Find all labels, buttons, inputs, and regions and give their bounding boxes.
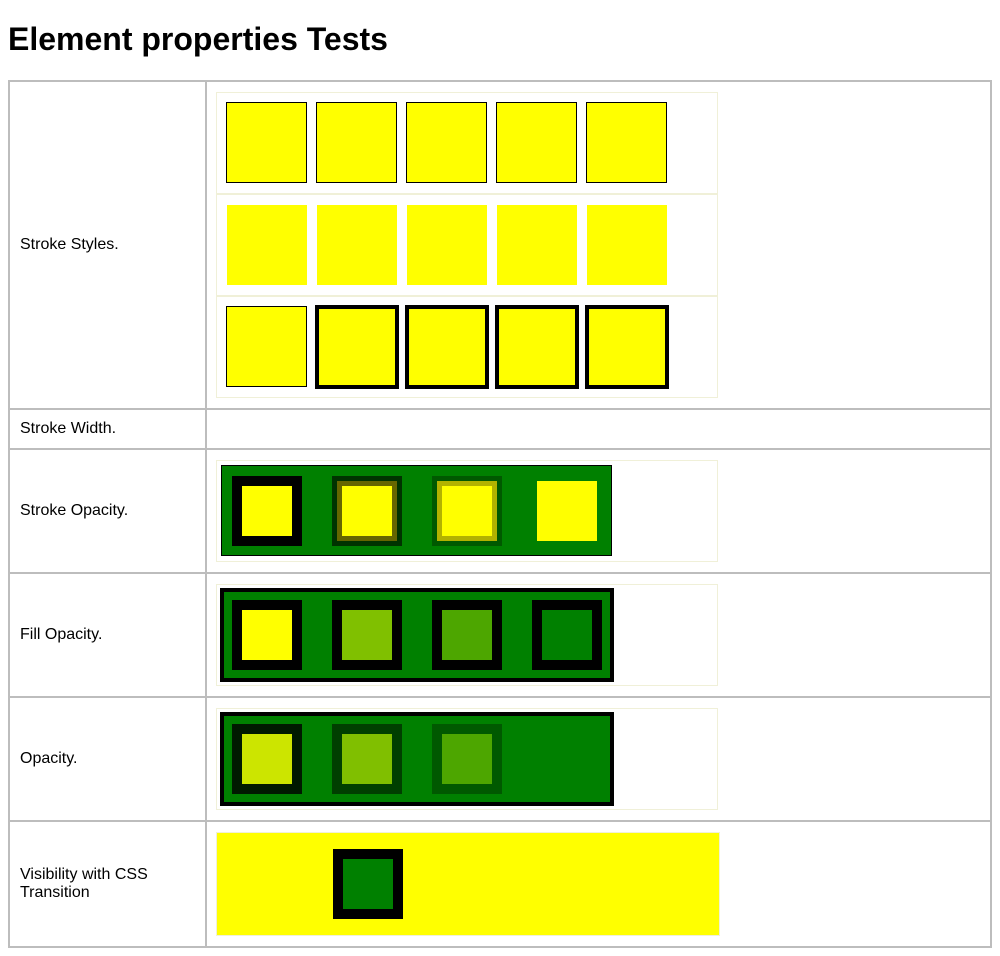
stroke-styles-svg-2 — [216, 194, 718, 296]
row-divider — [10, 696, 990, 698]
svg-frame — [216, 708, 718, 810]
row-divider — [10, 448, 990, 450]
svg-frame — [216, 296, 718, 398]
svg-frame — [216, 584, 718, 686]
stroked-square — [406, 102, 487, 183]
semi-stroke-square — [332, 476, 402, 546]
unstroked-square — [407, 205, 487, 285]
row-divider — [10, 408, 990, 410]
thin-stroke-square — [226, 306, 307, 387]
stroked-square — [496, 102, 577, 183]
row-label-visibility: Visibility with CSS Transition — [20, 866, 148, 901]
stroked-square — [586, 102, 667, 183]
stroke-opacity-svg — [216, 460, 718, 562]
thick-stroke-square — [315, 305, 399, 389]
thick-stroke-square — [405, 305, 489, 389]
row-label-stroke-width: Stroke Width. — [20, 420, 117, 437]
yellow-background — [216, 832, 720, 936]
opacity-svg — [216, 708, 718, 810]
stroked-square — [316, 102, 397, 183]
row-divider — [10, 572, 990, 574]
fill-opacity-svg — [216, 584, 718, 686]
unstroked-square — [497, 205, 577, 285]
thick-stroke-square — [585, 305, 669, 389]
stroked-square — [226, 102, 307, 183]
low-opacity-square — [432, 724, 502, 794]
stroke-styles-svg-1 — [216, 92, 718, 194]
page-title: Element properties Tests — [8, 21, 388, 57]
half-opacity-square — [332, 724, 402, 794]
visible-square — [333, 849, 403, 919]
unstroked-square — [227, 205, 307, 285]
row-divider — [10, 820, 990, 822]
unstroked-square — [317, 205, 397, 285]
svg-frame — [216, 92, 718, 194]
svg-frame — [216, 194, 718, 296]
half-fill-square — [332, 600, 402, 670]
visibility-svg — [216, 832, 720, 936]
no-stroke-square — [537, 481, 597, 541]
column-divider — [205, 82, 207, 946]
opaque-stroke-square — [232, 476, 302, 546]
high-opacity-square — [232, 724, 302, 794]
stroke-styles-svg-3 — [216, 296, 718, 398]
no-fill-square — [532, 600, 602, 670]
row-label-fill-opacity: Fill Opacity. — [20, 626, 103, 643]
row-label-stroke-styles: Stroke Styles. — [20, 236, 119, 253]
svg-frame — [216, 460, 718, 562]
opaque-fill-square — [232, 600, 302, 670]
row-label-opacity: Opacity. — [20, 750, 78, 767]
faint-stroke-square — [432, 476, 502, 546]
unstroked-square — [587, 205, 667, 285]
row-label-stroke-opacity: Stroke Opacity. — [20, 502, 129, 519]
test-table: Stroke Styles. Stroke Width. Stroke Opac… — [8, 80, 992, 948]
thick-stroke-square — [495, 305, 579, 389]
faint-fill-square — [432, 600, 502, 670]
